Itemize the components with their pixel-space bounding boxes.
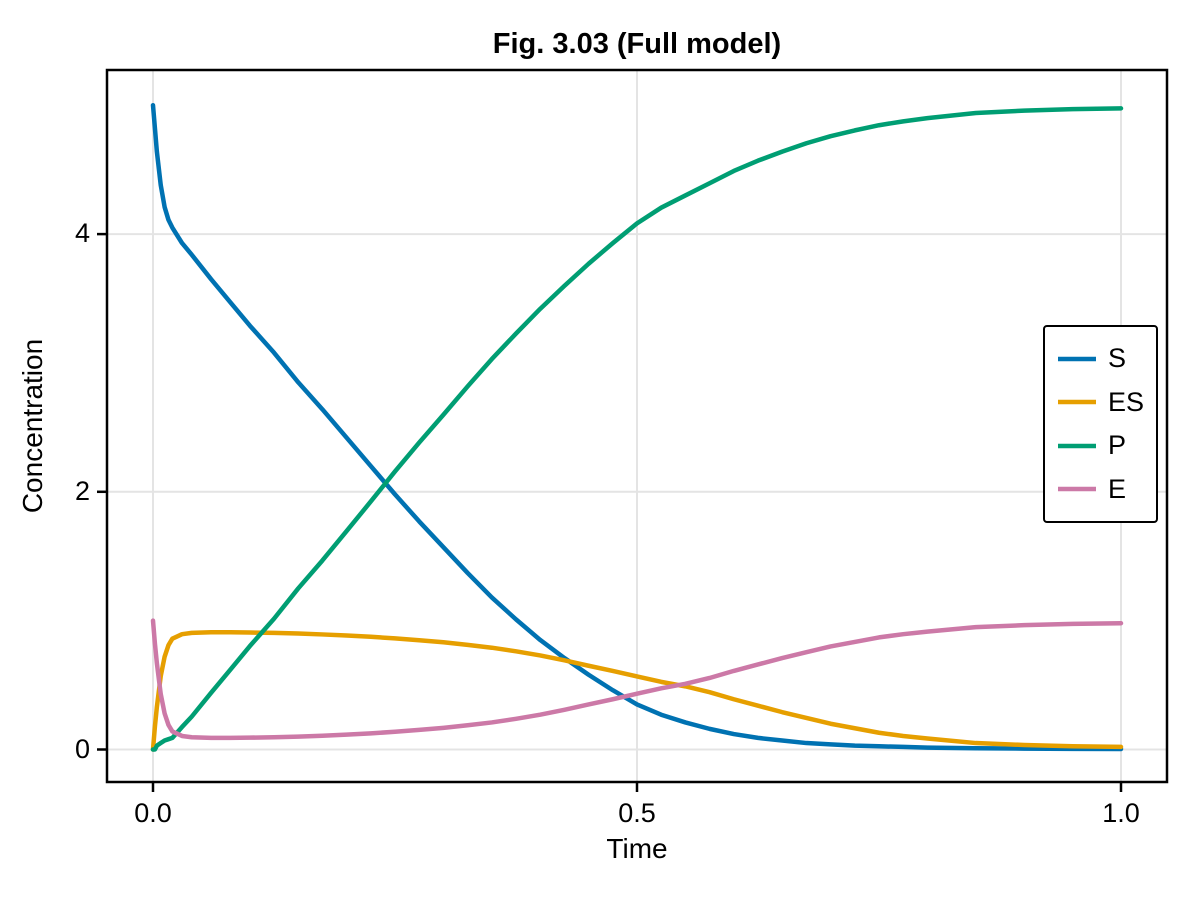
x-tick-label: 1.0 [1102, 798, 1140, 828]
legend-line-icon [1058, 400, 1096, 405]
curve-S [150, 103, 1124, 752]
y-tick-label: 0 [74, 733, 90, 764]
legend-row-ES: ES [1045, 386, 1156, 417]
curve-ES [150, 629, 1124, 752]
chart-title: Fig. 3.03 (Full model) [492, 28, 782, 60]
legend-label-ES: ES [1108, 386, 1145, 417]
legend-row-E: E [1045, 473, 1156, 504]
legend-line-icon [1058, 443, 1096, 448]
x-axis-label: Time [606, 833, 668, 864]
curve-E [150, 618, 1124, 741]
legend-row-P: P [1045, 432, 1156, 459]
curve-P [150, 106, 1124, 752]
x-tick-label: 0.5 [618, 798, 656, 828]
x-tick-label: 0.0 [134, 798, 172, 828]
legend: S ES P E [1043, 325, 1158, 523]
legend-label-S: S [1108, 343, 1127, 374]
legend-label-E: E [1108, 473, 1127, 504]
legend-line-icon [1058, 356, 1096, 362]
legend-row-S: S [1045, 345, 1156, 372]
y-tick-label: 2 [74, 475, 90, 506]
legend-line-icon [1058, 486, 1096, 492]
legend-label-P: P [1108, 430, 1127, 461]
y-tick-label: 4 [74, 217, 90, 248]
